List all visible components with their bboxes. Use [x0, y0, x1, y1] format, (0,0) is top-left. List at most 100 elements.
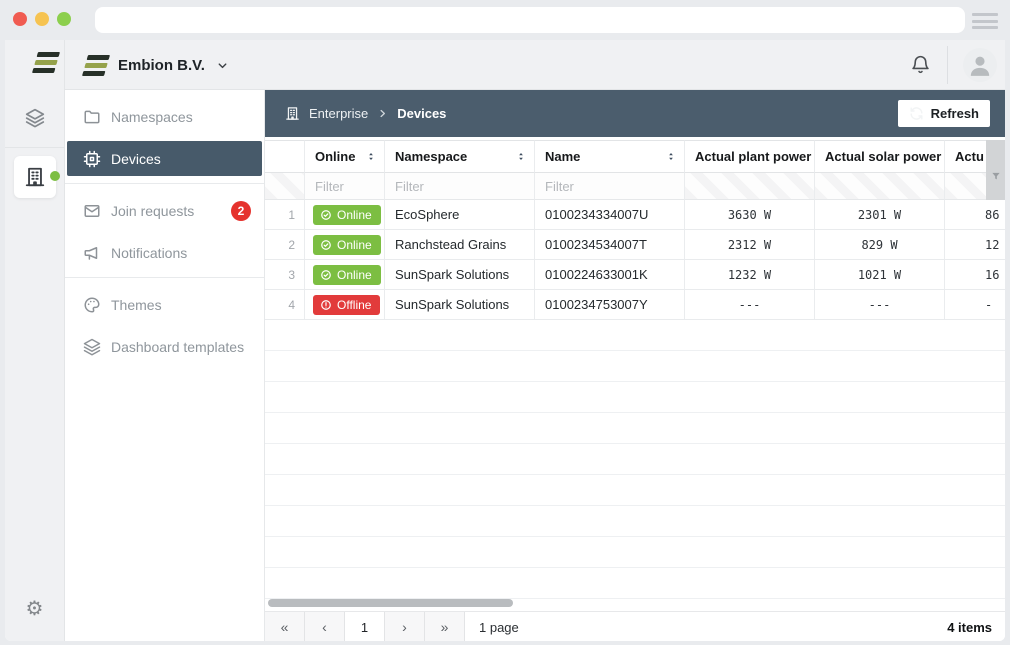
filter-input-online[interactable]: [305, 178, 384, 194]
status-label: Offline: [337, 297, 372, 312]
column-header-namespace[interactable]: Namespace: [385, 140, 535, 173]
layers-icon: [83, 338, 101, 356]
items-count-label: 4 items: [947, 619, 992, 635]
minimize-button[interactable]: [35, 12, 49, 26]
column-header-actu: Actu: [945, 140, 1005, 173]
refresh-label: Refresh: [930, 106, 979, 121]
devices-table: Online Namespace Name Actual plant power Act…: [265, 140, 1005, 599]
sort-icon[interactable]: [666, 150, 676, 163]
filter-cell-actual-solar-power: [815, 173, 945, 200]
rail-layers-icon[interactable]: [25, 108, 45, 128]
cell-index: 3: [265, 260, 305, 290]
check-circle-icon: [320, 239, 332, 251]
filter-input-name[interactable]: [535, 178, 680, 194]
person-icon: [967, 52, 993, 78]
refresh-icon: [909, 106, 924, 121]
chevron-right-icon: [377, 108, 388, 119]
column-header-name[interactable]: Name: [535, 140, 685, 173]
column-header-label: Online: [315, 149, 356, 164]
sort-icon[interactable]: [516, 150, 526, 163]
filter-gutter[interactable]: [986, 140, 1005, 200]
header-divider: [947, 46, 948, 84]
org-name: Embion B.V.: [118, 56, 205, 74]
cell-namespace: SunSpark Solutions: [385, 290, 535, 320]
palette-icon: [83, 296, 101, 314]
chip-icon: [83, 150, 101, 168]
table-row[interactable]: 1 Online EcoSphere 0100234334007U 3630 W 2301…: [265, 200, 1005, 230]
org-switcher[interactable]: Embion B.V.: [81, 40, 229, 90]
window-controls: [13, 12, 71, 26]
cell-solar-power: 829 W: [815, 230, 945, 260]
cell-index: 1: [265, 200, 305, 230]
main-panel: Enterprise Devices Refresh Online Namespa…: [265, 90, 1005, 641]
first-page-button[interactable]: «: [265, 612, 305, 641]
empty-table-row: [265, 537, 1005, 568]
status-badge: Online: [313, 234, 381, 255]
cell-namespace: Ranchstead Grains: [385, 230, 535, 260]
refresh-button[interactable]: Refresh: [897, 100, 990, 127]
current-page-button[interactable]: 1: [345, 612, 385, 641]
gear-icon[interactable]: ⚙: [25, 598, 44, 620]
sidebar-item-label: Dashboard templates: [111, 338, 245, 355]
bell-icon[interactable]: [910, 54, 931, 75]
cell-plant-power: 2312 W: [685, 230, 815, 260]
envelope-icon: [83, 202, 101, 220]
notification-count-badge: 2: [231, 200, 251, 221]
rail-divider: [5, 147, 64, 148]
table-row[interactable]: 2 Online Ranchstead Grains 0100234534007T 23…: [265, 230, 1005, 260]
sidebar-item-join-requests[interactable]: Join requests 2: [67, 193, 262, 228]
empty-table-row: [265, 568, 1005, 599]
zoom-button[interactable]: [57, 12, 71, 26]
sidebar-item-label: Themes: [111, 296, 162, 313]
cell-namespace: EcoSphere: [385, 200, 535, 230]
sidebar-divider: [65, 183, 264, 184]
column-header-label: Actual plant power: [695, 149, 812, 164]
cell-status: Online: [305, 200, 385, 230]
breadcrumb-current: Devices: [397, 106, 447, 121]
url-bar[interactable]: [95, 7, 965, 33]
close-button[interactable]: [13, 12, 27, 26]
table-row[interactable]: 3 Online SunSpark Solutions 0100224633001K 1…: [265, 260, 1005, 290]
check-circle-icon: [320, 269, 332, 281]
column-header-label: Actu: [955, 149, 984, 164]
cell-solar-power: ---: [815, 290, 945, 320]
sidebar-item-namespaces[interactable]: Namespaces: [67, 99, 262, 134]
pagination-bar: « ‹ 1 › » 1 page 4 items: [265, 611, 1005, 641]
cell-plant-power: 1232 W: [685, 260, 815, 290]
breadcrumb-root[interactable]: Enterprise: [309, 106, 369, 121]
sidebar-item-dashboard-templates[interactable]: Dashboard templates: [67, 329, 262, 364]
column-header-actual-plant-power: Actual plant power: [685, 140, 815, 173]
prev-page-button[interactable]: ‹: [305, 612, 345, 641]
cell-status: Online: [305, 260, 385, 290]
status-label: Online: [337, 207, 372, 222]
cell-truncated: -: [945, 290, 1005, 320]
rail-enterprise-button[interactable]: [14, 156, 60, 198]
horizontal-scrollbar[interactable]: [268, 599, 513, 607]
last-page-button[interactable]: »: [425, 612, 465, 641]
next-page-button[interactable]: ›: [385, 612, 425, 641]
avatar[interactable]: [963, 48, 997, 82]
cell-truncated: 12: [945, 230, 1005, 260]
sidebar-item-themes[interactable]: Themes: [67, 287, 262, 322]
filter-cell-index: [265, 173, 305, 200]
cell-index: 2: [265, 230, 305, 260]
cell-namespace: SunSpark Solutions: [385, 260, 535, 290]
app-window: ⚙ Embion B.V. Namespaces Devices Join requ…: [5, 40, 1005, 641]
page-count-label: 1 page: [479, 619, 519, 635]
building-icon: [24, 166, 46, 188]
column-header-label: Actual solar power: [825, 149, 942, 164]
sort-icon[interactable]: [366, 150, 376, 163]
org-logo-icon: [81, 54, 111, 76]
online-status-dot: [50, 171, 60, 181]
cell-name: 0100234334007U: [535, 200, 685, 230]
column-header-label: Name: [545, 149, 581, 164]
funnel-icon: [990, 171, 1001, 182]
browser-menu-icon[interactable]: [972, 13, 998, 29]
check-circle-icon: [320, 209, 332, 221]
column-header-online[interactable]: Online: [305, 140, 385, 173]
table-row[interactable]: 4 Offline SunSpark Solutions 0100234753007Y…: [265, 290, 1005, 320]
sidebar-item-notifications[interactable]: Notifications: [67, 235, 262, 270]
sidebar-item-devices[interactable]: Devices: [67, 141, 262, 176]
filter-input-namespace[interactable]: [385, 178, 530, 194]
status-label: Online: [337, 267, 372, 282]
